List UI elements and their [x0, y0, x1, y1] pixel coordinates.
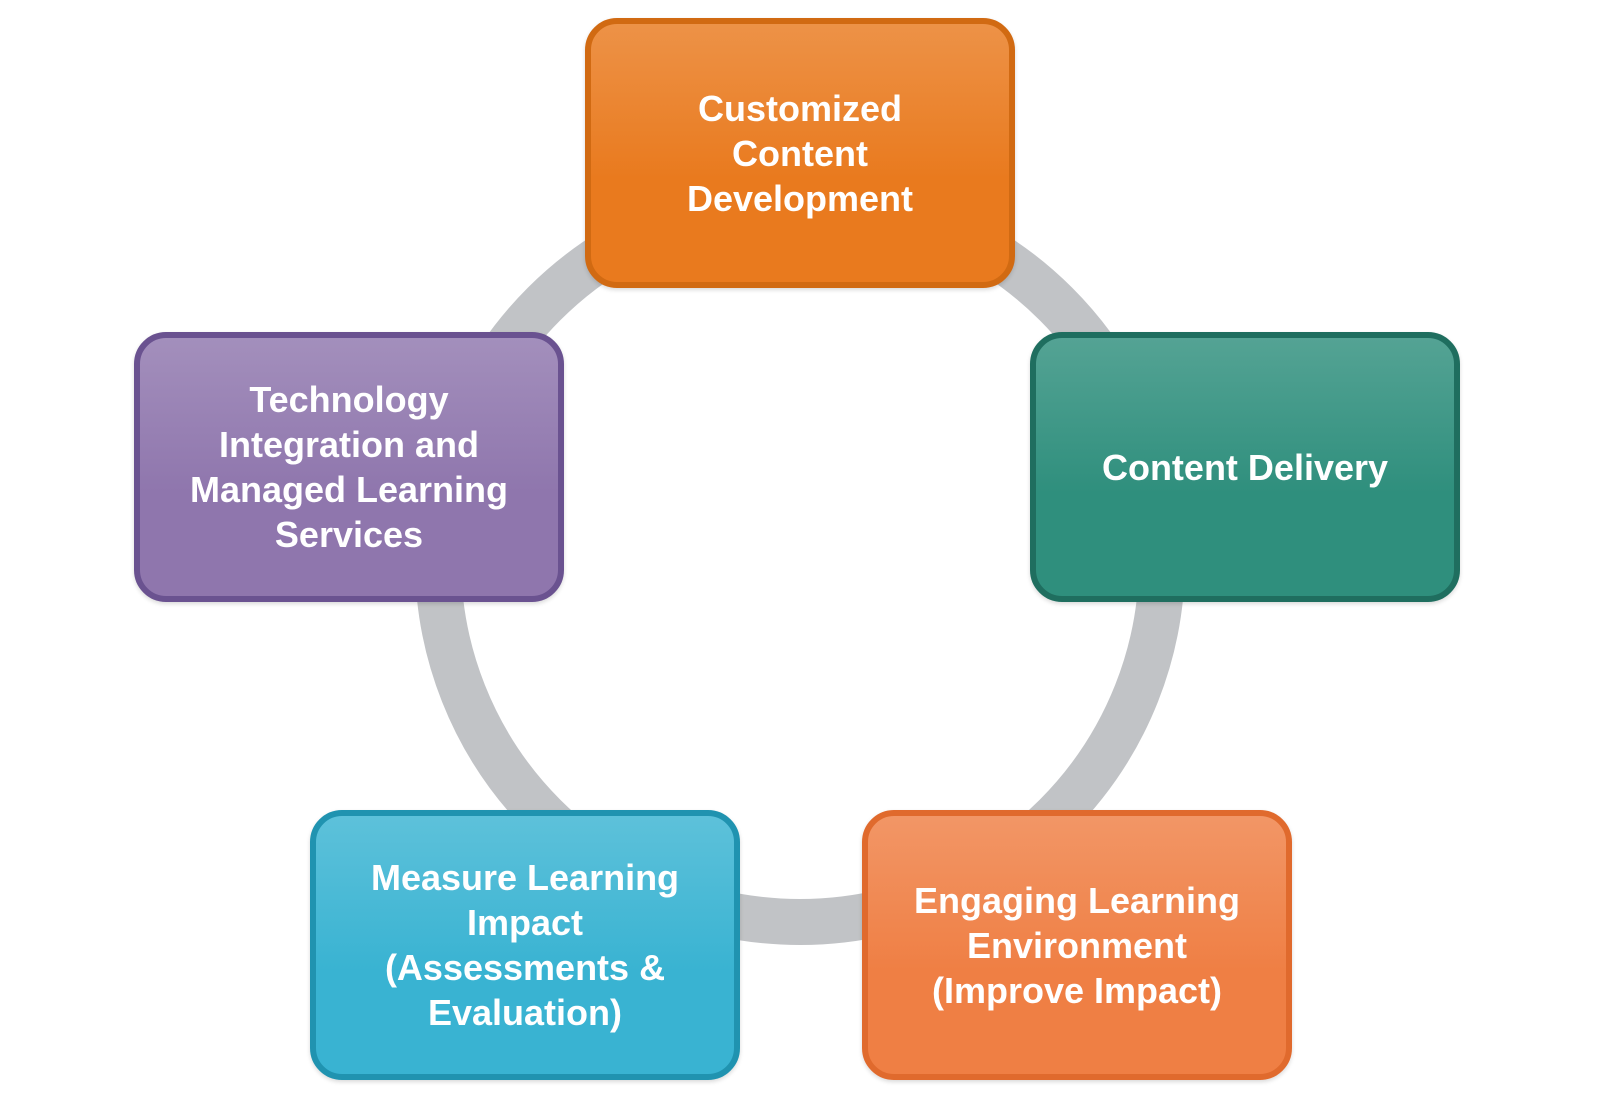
node-content-delivery: Content Delivery	[1030, 332, 1460, 602]
node-engaging-learning-environment: Engaging Learning Environment (Improve I…	[862, 810, 1292, 1080]
cycle-diagram: Customized Content DevelopmentContent De…	[0, 0, 1600, 1102]
node-technology-integration: Technology Integration and Managed Learn…	[134, 332, 564, 602]
node-customized-content-development: Customized Content Development	[585, 18, 1015, 288]
node-measure-learning-impact: Measure Learning Impact (Assessments & E…	[310, 810, 740, 1080]
